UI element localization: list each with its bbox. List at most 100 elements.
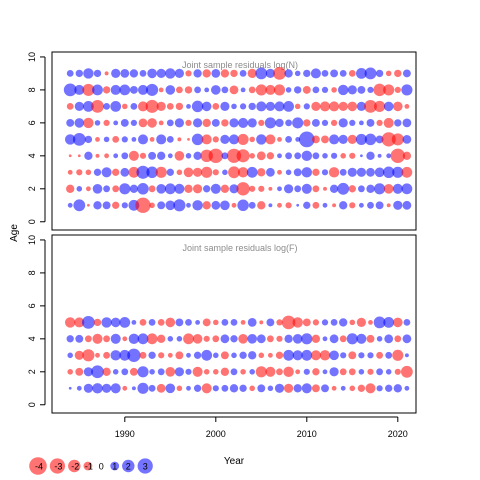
y-tick-label: 0 xyxy=(27,402,37,407)
top-bubble-age8-1989 xyxy=(110,84,121,95)
legend-label: 1 xyxy=(112,462,117,472)
bottom-bubble-age1-2012 xyxy=(321,384,329,393)
top-bubble-age9-2001 xyxy=(220,69,230,78)
top-bubble-age8-2000 xyxy=(210,85,221,95)
y-tick-label: 10 xyxy=(27,235,37,245)
top-bubble-age5-2006 xyxy=(265,134,276,145)
top-bubble-age7-1990 xyxy=(122,103,128,110)
bottom-bubble-age2-1993 xyxy=(149,369,155,375)
top-bubble-age7-2017 xyxy=(364,100,377,113)
bottom-bubble-age3-2001 xyxy=(220,351,229,360)
top-bubble-age3-1985 xyxy=(76,169,83,176)
top-bubble-age8-2015 xyxy=(347,85,357,95)
bottom-bubble-age5-2010 xyxy=(302,318,311,327)
top-bubble-age3-2015 xyxy=(347,167,357,177)
top-bubble-age2-1996 xyxy=(174,183,185,194)
bottom-bubble-age4-2017 xyxy=(366,334,375,343)
top-bubble-age4-2002 xyxy=(226,148,242,163)
bottom-bubble-age2-1984 xyxy=(67,369,73,375)
top-bubble-age8-1999 xyxy=(204,87,210,93)
top-bubble-age6-1984 xyxy=(66,118,75,127)
top-bubble-age3-1989 xyxy=(112,168,120,176)
top-bubble-age5-1985 xyxy=(72,133,86,146)
top-bubble-age8-2020 xyxy=(394,86,401,94)
legend-label: 3 xyxy=(143,462,148,472)
top-bubble-age8-2007 xyxy=(273,84,286,96)
top-bubble-age4-2000 xyxy=(208,148,224,164)
legend: -4 -3 -2 -1 0 1 2 3 xyxy=(29,457,153,475)
bottom-bubble-age2-2015 xyxy=(348,368,356,376)
bottom-bubble-age3-2016 xyxy=(358,352,365,359)
top-bubble-age9-2012 xyxy=(321,69,329,77)
legend-bubble xyxy=(110,461,120,471)
bottom-bubble-age3-2012 xyxy=(319,350,331,361)
top-bubble-age7-2014 xyxy=(338,101,348,112)
top-bubble-age5-2002 xyxy=(228,134,240,145)
top-bubble-age8-2014 xyxy=(337,84,349,96)
bottom-bubble-age3-1986 xyxy=(82,349,95,362)
panel-bottom-bubbles xyxy=(64,315,413,394)
top-bubble-age2-2011 xyxy=(312,185,320,193)
top-bubble-age5-2019 xyxy=(381,132,396,147)
bottom-bubble-age4-1998 xyxy=(192,333,203,344)
x-tick-label: 1990 xyxy=(115,429,135,439)
top-bubble-age4-2006 xyxy=(266,152,275,160)
top-bubble-age8-2006 xyxy=(265,84,276,95)
bottom-bubble-age5-2000 xyxy=(213,319,219,326)
bottom-bubble-age1-2018 xyxy=(376,385,383,392)
bottom-bubble-age4-2007 xyxy=(276,335,283,342)
top-bubble-age8-2018 xyxy=(373,83,386,97)
top-bubble-age1-2016 xyxy=(358,202,364,208)
legend-label: -4 xyxy=(35,462,43,472)
bottom-bubble-age1-1987 xyxy=(92,383,103,394)
top-bubble-age3-1998 xyxy=(192,167,203,177)
top-bubble-age9-2011 xyxy=(310,68,321,79)
top-bubble-age1-2019 xyxy=(386,203,391,208)
top-bubble-age4-2019 xyxy=(386,153,392,159)
bottom-bubble-age2-1997 xyxy=(185,368,192,375)
top-bubble-age2-2018 xyxy=(374,183,386,195)
top-bubble-age3-2005 xyxy=(257,168,266,177)
top-bubble-age5-2013 xyxy=(329,134,340,145)
top-bubble-age7-2015 xyxy=(347,101,358,112)
legend-bubble xyxy=(29,457,47,475)
top-bubble-age6-1991 xyxy=(130,119,138,127)
top-bubble-age9-2021 xyxy=(402,69,411,78)
top-bubble-age6-2003 xyxy=(238,117,249,128)
legend-bubble xyxy=(49,458,66,474)
bottom-bubble-age3-2020 xyxy=(392,349,404,361)
bottom-bubble-age4-2016 xyxy=(356,333,367,344)
panel-top-y-axis: 0 2 4 6 8 10 xyxy=(27,52,46,224)
top-bubble-age8-2017 xyxy=(367,86,374,94)
top-bubble-age9-1993 xyxy=(147,68,157,79)
bottom-bubble-age3-1993 xyxy=(148,351,156,359)
top-bubble-age7-1999 xyxy=(201,101,212,112)
top-bubble-age3-2019 xyxy=(382,166,395,179)
legend-year-label: Year xyxy=(224,456,245,467)
top-bubble-age8-2016 xyxy=(357,85,366,94)
top-bubble-age2-2016 xyxy=(357,185,365,193)
bottom-bubble-age1-1999 xyxy=(201,383,212,394)
bottom-bubble-age4-1986 xyxy=(84,335,92,343)
top-bubble-age7-2020 xyxy=(392,101,403,112)
top-bubble-age5-2021 xyxy=(402,135,412,144)
top-bubble-age6-1989 xyxy=(113,120,119,126)
bottom-bubble-age4-1989 xyxy=(110,333,121,344)
top-bubble-age7-2006 xyxy=(265,101,276,112)
bottom-bubble-age1-1996 xyxy=(176,385,183,392)
bottom-bubble-age4-2008 xyxy=(284,334,293,343)
bottom-bubble-age2-1996 xyxy=(174,367,185,377)
y-tick-label: 6 xyxy=(27,120,37,125)
top-bubble-age1-2002 xyxy=(231,202,237,208)
top-bubble-age7-1988 xyxy=(103,102,111,110)
top-bubble-age5-1989 xyxy=(112,135,120,143)
top-bubble-age6-1985 xyxy=(74,118,85,128)
y-tick-label: 0 xyxy=(27,219,37,224)
bottom-bubble-age1-1992 xyxy=(137,382,149,394)
top-bubble-age5-2007 xyxy=(277,136,282,142)
top-bubble-age3-2009 xyxy=(293,168,302,177)
top-bubble-age7-1987 xyxy=(91,100,104,113)
bottom-bubble-age4-1985 xyxy=(75,334,84,343)
bottom-bubble-age4-2013 xyxy=(329,334,339,344)
bottom-bubble-age3-1990 xyxy=(119,349,131,361)
